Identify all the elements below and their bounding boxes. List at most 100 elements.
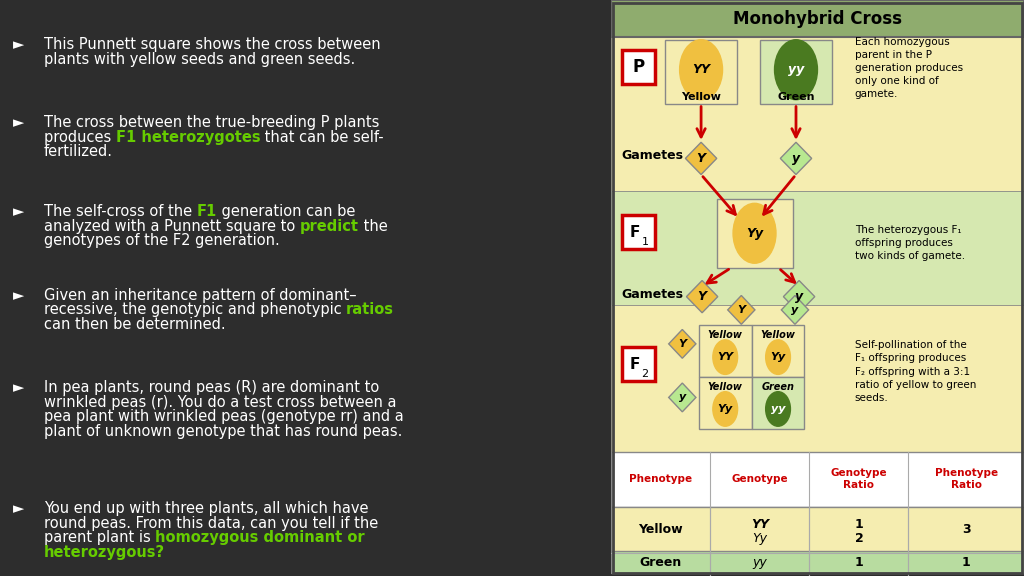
Text: 1: 1 bbox=[642, 237, 648, 247]
FancyBboxPatch shape bbox=[622, 50, 654, 84]
Text: Y: Y bbox=[678, 339, 686, 349]
Text: round peas. From this data, can you tell if the: round peas. From this data, can you tell… bbox=[44, 516, 378, 530]
FancyBboxPatch shape bbox=[698, 377, 752, 429]
FancyBboxPatch shape bbox=[611, 551, 1024, 573]
Text: the: the bbox=[358, 219, 387, 234]
Text: Yellow: Yellow bbox=[681, 92, 721, 102]
Text: The self-cross of the: The self-cross of the bbox=[44, 204, 197, 219]
Text: predict: predict bbox=[300, 219, 358, 234]
Text: YY: YY bbox=[692, 63, 710, 76]
Text: Phenotype
Ratio: Phenotype Ratio bbox=[935, 468, 997, 490]
Text: Y: Y bbox=[697, 290, 707, 303]
Text: Gametes: Gametes bbox=[622, 149, 684, 162]
Text: produces: produces bbox=[44, 130, 116, 145]
Text: Genotype
Ratio: Genotype Ratio bbox=[830, 468, 887, 490]
FancyBboxPatch shape bbox=[622, 347, 654, 381]
Text: yy: yy bbox=[771, 404, 785, 414]
Text: y: y bbox=[792, 152, 800, 165]
Polygon shape bbox=[685, 142, 717, 175]
Text: ►: ► bbox=[13, 288, 25, 303]
Text: Gametes: Gametes bbox=[622, 289, 684, 301]
Text: parent plant is: parent plant is bbox=[44, 530, 156, 545]
Circle shape bbox=[766, 340, 791, 374]
Text: Y: Y bbox=[737, 305, 745, 315]
Text: Each homozygous
parent in the P
generation produces
only one kind of
gamete.: Each homozygous parent in the P generati… bbox=[855, 36, 963, 100]
Text: y: y bbox=[679, 392, 686, 403]
Text: ►: ► bbox=[13, 37, 25, 52]
Text: recessive, the genotypic and phenotypic: recessive, the genotypic and phenotypic bbox=[44, 302, 346, 317]
Text: y: y bbox=[795, 290, 803, 303]
Text: Yellow: Yellow bbox=[708, 382, 742, 392]
Text: wrinkled peas (r). You do a test cross between a: wrinkled peas (r). You do a test cross b… bbox=[44, 395, 396, 410]
FancyBboxPatch shape bbox=[611, 191, 1024, 305]
Text: Phenotype: Phenotype bbox=[630, 474, 692, 484]
Text: F1: F1 bbox=[197, 204, 217, 219]
Text: analyzed with a Punnett square to: analyzed with a Punnett square to bbox=[44, 219, 300, 234]
Text: 1: 1 bbox=[855, 518, 863, 530]
Text: Green: Green bbox=[762, 382, 795, 392]
FancyBboxPatch shape bbox=[665, 40, 737, 104]
Text: The cross between the true-breeding P plants: The cross between the true-breeding P pl… bbox=[44, 115, 379, 130]
FancyBboxPatch shape bbox=[698, 325, 752, 377]
Text: ►: ► bbox=[13, 501, 25, 516]
Text: 2: 2 bbox=[642, 369, 649, 380]
Text: Green: Green bbox=[777, 92, 815, 102]
Text: Yellow: Yellow bbox=[639, 524, 683, 536]
Text: genotypes of the F2 generation.: genotypes of the F2 generation. bbox=[44, 233, 280, 248]
Text: Yellow: Yellow bbox=[708, 330, 742, 340]
Text: homozygous dominant or: homozygous dominant or bbox=[156, 530, 365, 545]
Text: Green: Green bbox=[640, 556, 682, 569]
Polygon shape bbox=[780, 142, 812, 175]
Text: Given an inheritance pattern of dominant–: Given an inheritance pattern of dominant… bbox=[44, 288, 356, 303]
Polygon shape bbox=[686, 281, 718, 313]
FancyBboxPatch shape bbox=[611, 305, 1024, 452]
Text: This Punnett square shows the cross between: This Punnett square shows the cross betw… bbox=[44, 37, 381, 52]
Text: 2: 2 bbox=[855, 532, 863, 545]
Circle shape bbox=[713, 340, 737, 374]
Text: y: y bbox=[792, 305, 799, 315]
Text: P: P bbox=[632, 58, 644, 76]
Text: Yy: Yy bbox=[770, 352, 785, 362]
Text: Self-pollination of the
F₁ offspring produces
F₂ offspring with a 3:1
ratio of y: Self-pollination of the F₁ offspring pro… bbox=[855, 340, 976, 403]
FancyBboxPatch shape bbox=[611, 452, 1024, 507]
FancyBboxPatch shape bbox=[611, 37, 1024, 191]
Polygon shape bbox=[669, 383, 696, 412]
Text: ►: ► bbox=[13, 204, 25, 219]
Text: 1: 1 bbox=[855, 556, 863, 569]
Text: Yy: Yy bbox=[745, 227, 763, 240]
FancyBboxPatch shape bbox=[760, 40, 833, 104]
Text: yy: yy bbox=[787, 63, 804, 76]
Text: plant of unknown genotype that has round peas.: plant of unknown genotype that has round… bbox=[44, 423, 402, 439]
Text: Monohybrid Cross: Monohybrid Cross bbox=[733, 10, 902, 28]
Text: YY: YY bbox=[717, 352, 733, 362]
FancyBboxPatch shape bbox=[717, 199, 793, 268]
Text: You end up with three plants, all which have: You end up with three plants, all which … bbox=[44, 501, 369, 516]
Circle shape bbox=[713, 392, 737, 426]
Text: pea plant with wrinkled peas (genotype rr) and a: pea plant with wrinkled peas (genotype r… bbox=[44, 409, 403, 424]
Circle shape bbox=[774, 40, 817, 100]
Text: can then be determined.: can then be determined. bbox=[44, 317, 225, 332]
Text: fertilized.: fertilized. bbox=[44, 144, 113, 159]
Polygon shape bbox=[781, 295, 809, 324]
Text: Yy: Yy bbox=[718, 404, 733, 414]
Text: F1 heterozygotes: F1 heterozygotes bbox=[116, 130, 260, 145]
FancyBboxPatch shape bbox=[611, 507, 1024, 553]
Text: F: F bbox=[630, 225, 640, 240]
Circle shape bbox=[766, 392, 791, 426]
Text: generation can be: generation can be bbox=[217, 204, 355, 219]
Circle shape bbox=[680, 40, 723, 100]
Text: F: F bbox=[630, 357, 640, 372]
Text: In pea plants, round peas (R) are dominant to: In pea plants, round peas (R) are domina… bbox=[44, 380, 379, 395]
Text: Yy: Yy bbox=[753, 532, 767, 545]
FancyBboxPatch shape bbox=[611, 0, 1024, 37]
Text: Genotype: Genotype bbox=[731, 474, 788, 484]
Circle shape bbox=[733, 203, 776, 263]
FancyBboxPatch shape bbox=[752, 325, 805, 377]
Text: that can be self-: that can be self- bbox=[260, 130, 384, 145]
Text: 3: 3 bbox=[962, 524, 971, 536]
Polygon shape bbox=[728, 295, 755, 324]
FancyBboxPatch shape bbox=[752, 377, 805, 429]
Text: heterozygous?: heterozygous? bbox=[44, 544, 165, 560]
Text: ►: ► bbox=[13, 115, 25, 130]
Text: ►: ► bbox=[13, 380, 25, 395]
